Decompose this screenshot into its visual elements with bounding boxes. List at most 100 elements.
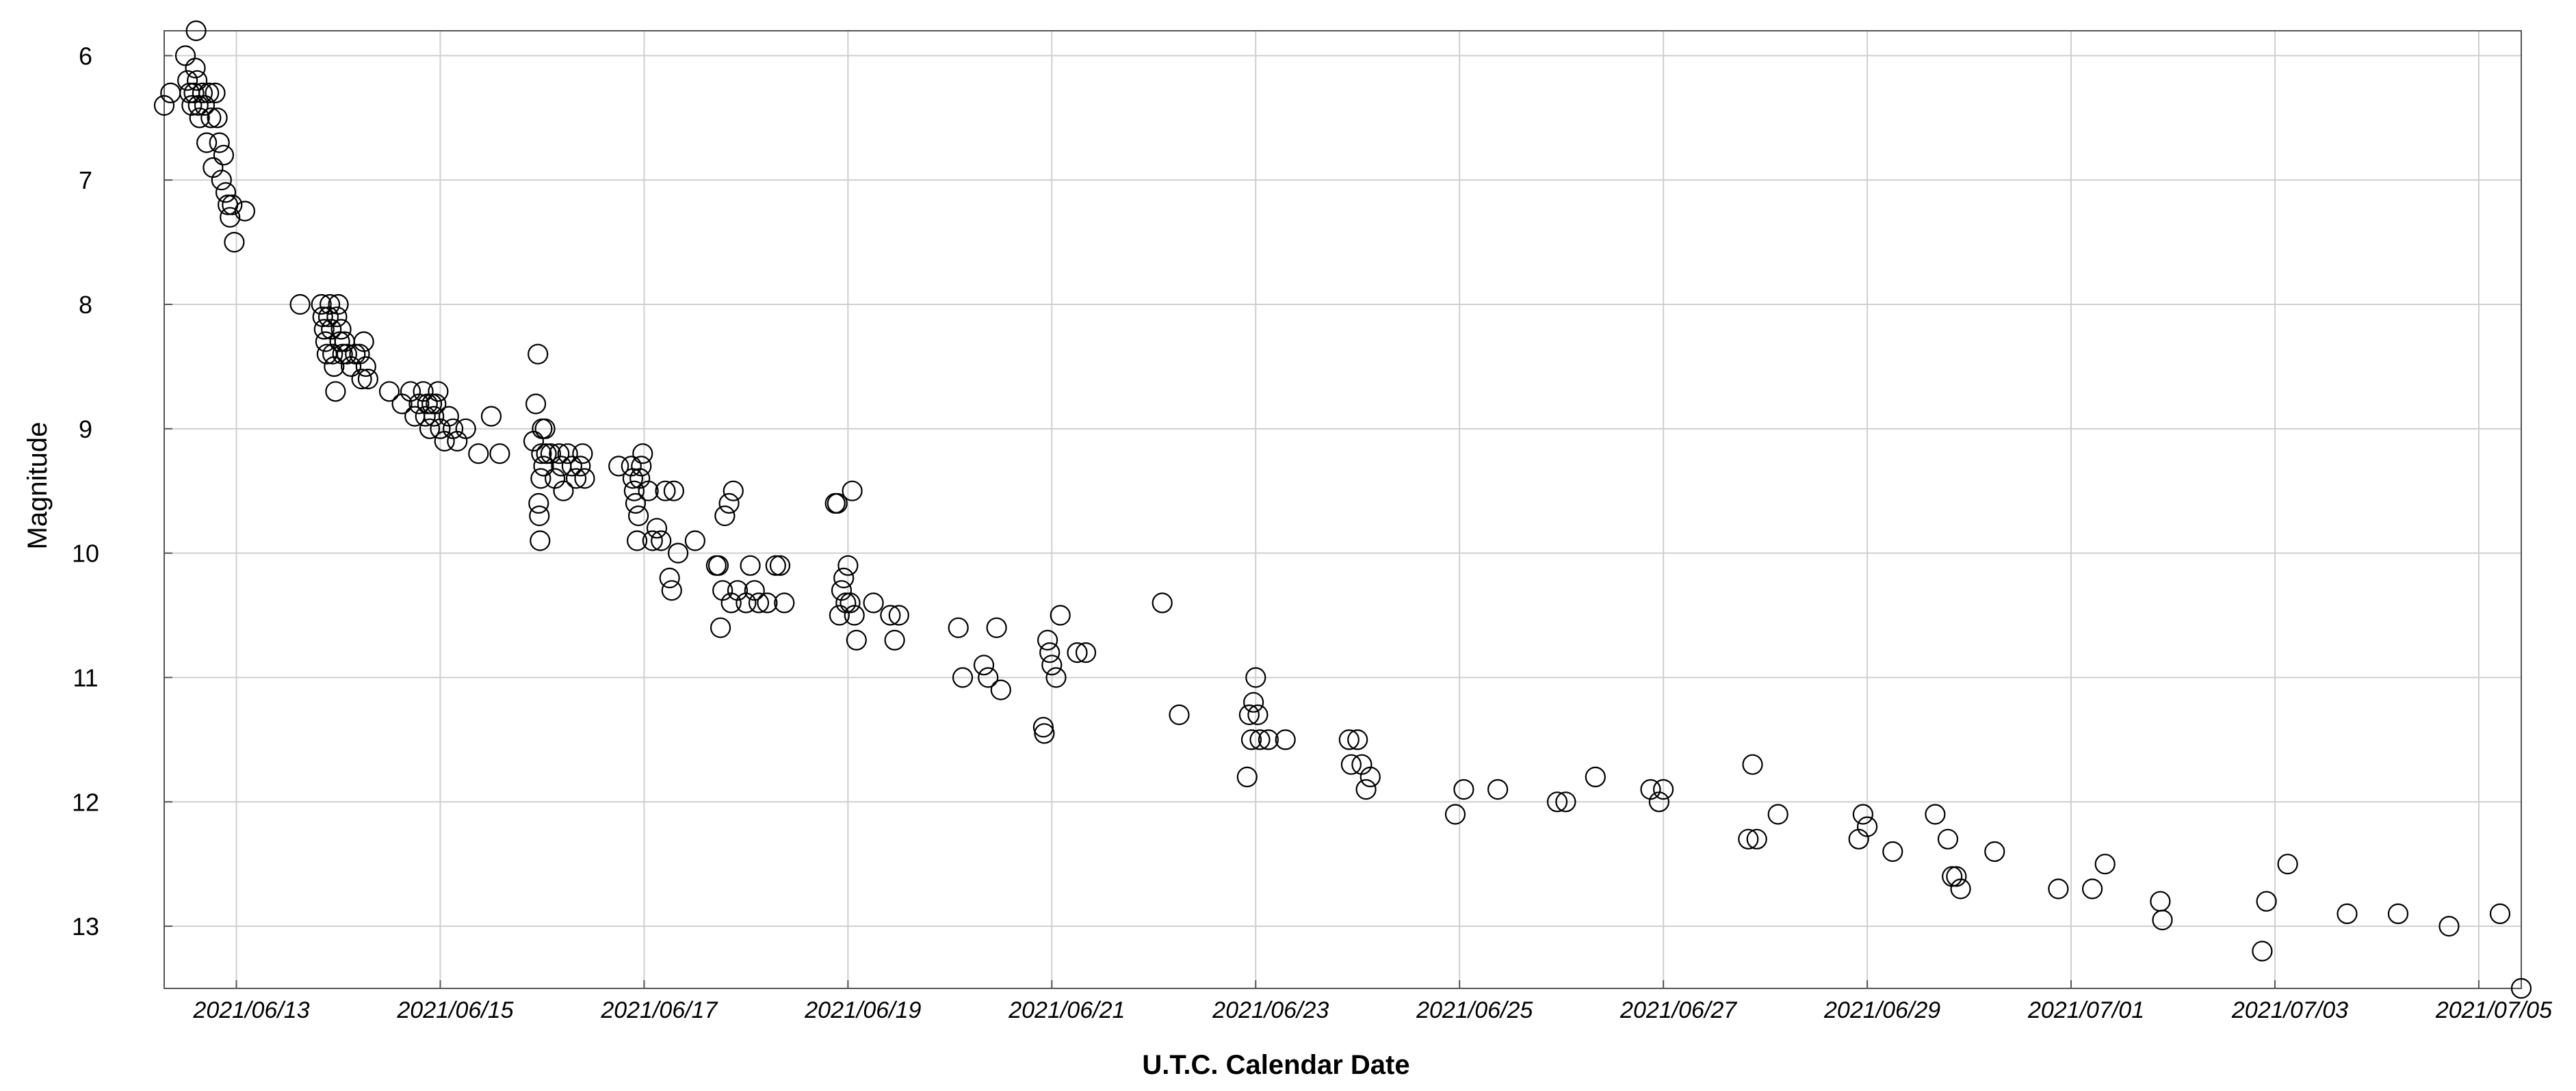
data-point [2337,903,2358,925]
data-point [1238,704,1260,726]
data-point [533,456,554,477]
data-point [468,443,489,464]
y-tick-label: 7 [79,166,92,194]
data-point [1032,717,1054,738]
x-axis-title: U.T.C. Calendar Date [1142,1050,1409,1080]
x-tick-label: 2021/06/15 [396,997,513,1023]
x-tick-label: 2021/06/21 [1008,997,1125,1023]
data-point [351,368,372,390]
data-point [833,567,855,589]
data-point [355,356,376,378]
data-point [1648,791,1669,813]
data-point [336,343,357,365]
data-point [827,492,848,514]
data-point [880,605,901,626]
data-point [213,144,234,166]
data-point [1034,723,1055,744]
data-point [187,70,208,91]
data-point [1738,828,1759,850]
data-point [557,443,578,464]
data-point [1347,729,1368,750]
data-point [1653,778,1674,800]
data-point [196,132,218,153]
data-point [888,605,909,626]
data-point [1453,778,1474,800]
data-point [2510,977,2532,999]
x-tick-label: 2021/06/25 [1416,997,1533,1023]
data-point [194,95,216,116]
data-point [419,418,441,439]
x-tick-label: 2021/06/19 [804,997,921,1023]
data-point [417,393,438,415]
data-point [1152,592,1173,614]
data-point [530,530,551,551]
data-point [2150,891,2171,912]
data-point [846,629,867,651]
y-tick-label: 13 [72,912,99,941]
data-point [200,107,222,129]
data-point [2256,891,2277,912]
data-point [774,592,795,614]
data-point [322,343,343,365]
data-point [2048,878,2069,899]
data-point [663,480,685,501]
plot-frame [164,30,2522,989]
data-point [311,293,332,315]
data-point [330,319,352,340]
data-point [1338,729,1359,750]
data-point [1742,754,1763,775]
data-point [177,70,198,91]
data-point [1585,766,1606,788]
data-point [426,393,447,415]
data-point [536,443,557,464]
data-point [357,368,379,390]
data-point [884,629,905,651]
data-point [549,443,570,464]
data-point [328,293,349,315]
data-point [1487,778,1509,800]
data-point [570,456,591,477]
data-point [489,443,510,464]
x-axis-ticks: 2021/06/13 2021/06/15 2021/06/17 2021/06/19… [192,980,2552,1023]
x-tick-label: 2021/06/17 [600,997,718,1023]
data-point [1984,841,2005,863]
data-point [1746,828,1767,850]
data-point [842,480,863,501]
data-point [1275,729,1296,750]
data-point [1555,791,1576,813]
data-point [531,443,552,464]
data-point [2438,915,2460,937]
data-point [631,456,652,477]
data-point [209,132,230,153]
data-point [438,406,460,427]
data-point [234,200,255,222]
data-point [205,82,226,103]
data-point [572,443,593,464]
data-point [667,542,689,564]
data-point [769,555,791,576]
data-point [1882,841,1903,863]
x-tick-label: 2021/07/05 [2435,997,2552,1023]
data-point [1236,766,1258,788]
data-point [1340,754,1362,775]
data-point [220,207,241,228]
y-axis-ticks: 6 7 8 9 10 11 12 13 [72,42,172,941]
data-point [684,530,706,551]
data-point [661,580,682,601]
data-point [646,518,668,539]
data-point [632,443,653,464]
data-point [2152,909,2173,931]
data-point [2489,903,2511,925]
data-point [1039,642,1061,663]
data-point [627,505,649,527]
data-point [528,343,549,365]
data-point [840,592,861,614]
data-point [1240,729,1262,750]
data-point [455,418,476,439]
data-point [744,580,765,601]
data-point [530,468,551,489]
data-point [748,592,770,614]
data-point [2082,878,2103,899]
y-tick-label: 6 [79,42,92,70]
